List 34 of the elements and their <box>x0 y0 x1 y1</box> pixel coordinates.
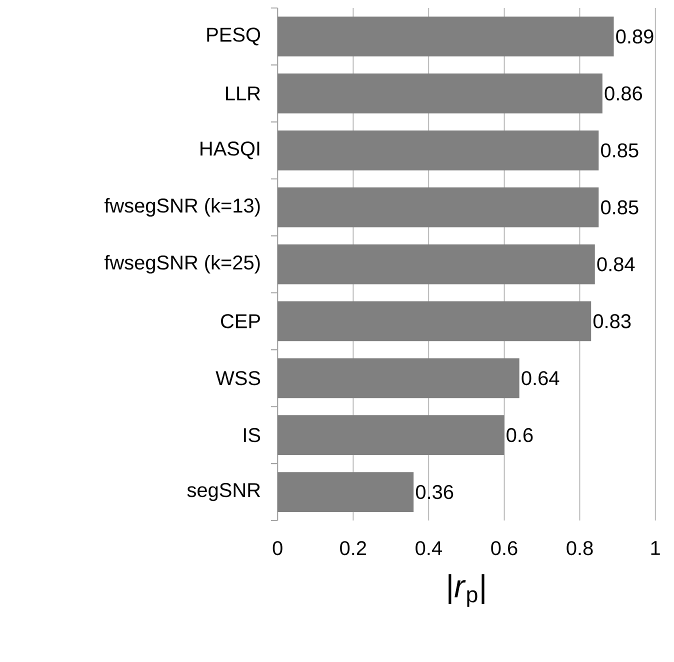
bar <box>278 74 602 114</box>
data-label: 0.89 <box>616 29 654 44</box>
bar <box>278 472 414 512</box>
y-tick-label: IS <box>244 428 260 442</box>
data-label: 0.85 <box>601 200 638 214</box>
x-tick-label: 0.6 <box>491 541 518 556</box>
data-label: 0.64 <box>522 371 560 386</box>
data-label: 0.83 <box>593 314 631 328</box>
bar <box>278 415 504 456</box>
y-tick-label: fwsegSNR (k=13) <box>104 198 260 217</box>
bar <box>278 187 599 228</box>
bar <box>278 358 520 398</box>
x-tick-label: 0.8 <box>566 541 593 556</box>
x-tick-label: 0 <box>272 541 282 556</box>
data-label: 0.84 <box>597 257 635 272</box>
bar <box>278 130 599 170</box>
y-tick-label: HASQI <box>200 142 260 160</box>
data-label: 0.86 <box>604 86 642 100</box>
x-tick-label: 0.2 <box>340 541 366 556</box>
x-axis-title: |r$_{p}$| <box>448 574 484 607</box>
y-tick-label: fwsegSNR (k=25) <box>104 254 260 274</box>
data-label: 0.6 <box>506 428 533 442</box>
x-tick-label: 0.4 <box>416 541 442 556</box>
bar <box>278 16 614 56</box>
y-tick-label: PESQ <box>207 28 260 46</box>
x-tick-label: 1 <box>651 541 660 555</box>
y-tick-label: segSNR <box>187 483 260 502</box>
bar <box>278 301 592 342</box>
data-label: 0.36 <box>416 484 454 500</box>
data-label: 0.85 <box>601 143 638 158</box>
bar <box>278 244 595 284</box>
y-tick-label: LLR <box>226 86 260 100</box>
y-tick-label: CEP <box>221 314 260 328</box>
y-tick-label: WSS <box>216 371 260 386</box>
